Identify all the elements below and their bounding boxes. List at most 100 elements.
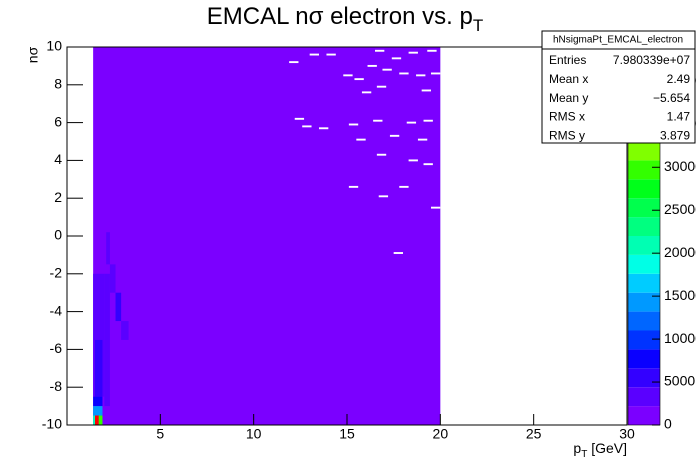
heatmap-cell — [382, 68, 392, 71]
x-tick-label: 10 — [246, 426, 262, 442]
y-tick-label: -6 — [50, 340, 63, 356]
palette-cell — [628, 311, 660, 331]
palette-cell — [628, 141, 660, 161]
x-tick-label: 15 — [339, 426, 355, 442]
heatmap-cell — [356, 138, 366, 141]
y-tick-label: 8 — [54, 76, 62, 92]
title-subscript: T — [473, 16, 483, 35]
palette-cell — [628, 387, 660, 407]
x-label-subscript: T — [581, 449, 587, 460]
heatmap-cell — [289, 61, 299, 64]
palette-cell — [628, 160, 660, 180]
heatmap-cell — [302, 125, 312, 128]
y-tick-label: -8 — [50, 378, 63, 394]
palette-cell — [628, 330, 660, 350]
stats-value: −5.654 — [653, 91, 690, 105]
heatmap-cell — [367, 64, 377, 67]
stats-label: Entries — [549, 53, 586, 67]
x-tick-label: 20 — [433, 426, 449, 442]
palette-cell — [628, 254, 660, 274]
stats-value: 7.980339e+07 — [613, 53, 690, 67]
heatmap-cell — [417, 138, 428, 141]
z-tick-label: 25000 — [664, 201, 696, 217]
palette-cell — [628, 368, 660, 388]
y-tick-label: 10 — [46, 38, 62, 54]
heatmap-cell — [309, 53, 319, 56]
x-tick-label: 5 — [156, 426, 164, 442]
heatmap-cell — [376, 85, 387, 88]
y-tick-label: -10 — [42, 416, 62, 432]
heatmap-cell — [431, 206, 441, 209]
z-tick-label: 0 — [664, 416, 672, 432]
z-tick-label: 15000 — [664, 287, 696, 303]
palette-cell — [628, 349, 660, 369]
heatmap-cell — [343, 74, 353, 77]
x-axis-label: pT [GeV] — [573, 440, 627, 460]
y-tick-label: 2 — [54, 189, 62, 205]
stats-label: Mean x — [549, 72, 588, 86]
heatmap-cell — [423, 119, 433, 122]
palette-cell — [628, 292, 660, 312]
title-text: EMCAL nσ electron vs. p — [207, 3, 473, 30]
heatmap-cell — [93, 47, 441, 425]
heatmap-cell — [93, 396, 103, 407]
heatmap-cell — [326, 53, 336, 56]
palette-cell — [628, 198, 660, 218]
x-label-unit: [GeV] — [587, 440, 627, 456]
heatmap-cell — [408, 159, 418, 162]
heatmap-cell — [93, 415, 95, 425]
y-axis-label: nσ — [25, 46, 41, 63]
heatmap-cell — [389, 134, 400, 137]
y-tick-label: 4 — [54, 151, 62, 167]
stats-value: 3.879 — [660, 128, 690, 142]
heatmap-cell — [95, 339, 103, 397]
palette-cell — [628, 179, 660, 199]
heatmap-cell — [421, 89, 431, 92]
z-tick-label: 5000 — [664, 373, 695, 389]
palette-cell — [628, 273, 660, 293]
heatmap-cell — [121, 321, 129, 340]
heatmap-cell — [416, 74, 426, 77]
heatmap-cell — [423, 163, 433, 166]
palette-cell — [628, 406, 660, 425]
heatmap-cell — [431, 72, 441, 75]
stats-value: 1.47 — [667, 110, 691, 124]
heatmap-cell — [393, 252, 403, 254]
heatmap-cell — [361, 91, 372, 94]
heatmap-cell — [406, 121, 417, 124]
x-label-text: p — [573, 440, 581, 456]
stats-box: hNsigmaPt_EMCAL_electron Entries 7.980339e… — [541, 30, 696, 144]
y-tick-label: 6 — [54, 113, 62, 129]
heatmap-cell — [348, 185, 359, 188]
heatmap-cell — [378, 195, 389, 198]
heatmap-cell — [115, 292, 122, 322]
heatmap-cell — [373, 119, 383, 122]
heatmap-cell — [399, 185, 409, 188]
heatmap-cell — [98, 415, 103, 425]
heatmap-cell — [319, 127, 329, 130]
heatmap-cell — [104, 273, 110, 407]
x-tick-label: 25 — [526, 426, 542, 442]
y-tick-label: -4 — [50, 302, 63, 318]
heatmap-cell — [391, 57, 402, 60]
heatmap-cell — [375, 49, 385, 52]
stats-frame — [541, 30, 696, 144]
heatmap-cell — [348, 123, 359, 126]
heatmap-cell — [376, 153, 387, 156]
y-tick-label: -2 — [50, 265, 63, 281]
stats-label: RMS y — [549, 128, 585, 142]
heatmap-cell — [109, 264, 116, 293]
palette-cell — [628, 217, 660, 236]
stats-value: 2.49 — [667, 72, 691, 86]
heatmap-cell — [399, 72, 409, 75]
heatmap-cell — [93, 406, 103, 416]
y-tick-label: 0 — [54, 227, 62, 243]
stats-label: Mean y — [549, 91, 588, 105]
heatmap-cell — [294, 117, 305, 120]
heatmap-cell — [408, 51, 418, 54]
heatmap-cell — [354, 78, 364, 81]
z-tick-label: 20000 — [664, 244, 696, 260]
palette-cell — [628, 236, 660, 255]
